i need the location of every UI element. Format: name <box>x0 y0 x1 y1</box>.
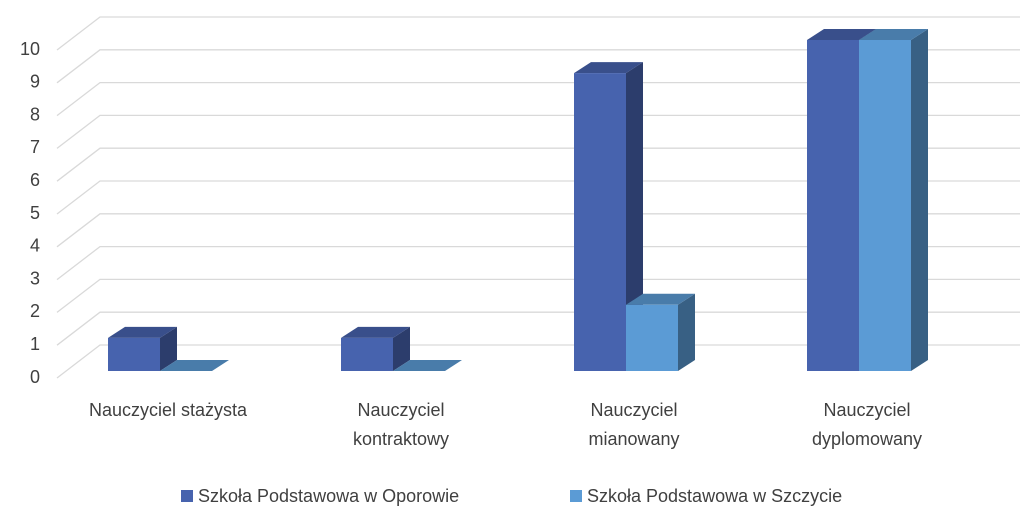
legend-swatch <box>570 490 582 502</box>
grid-line <box>56 344 1020 379</box>
bar-top <box>859 29 928 40</box>
x-tick-label: Nauczyciel kontraktowy <box>352 400 450 449</box>
bar-top <box>574 62 643 74</box>
bar-top <box>160 360 229 371</box>
bar-top <box>807 29 876 40</box>
grid-line <box>56 213 1020 248</box>
bar-side <box>393 326 410 371</box>
bar <box>859 40 911 371</box>
y-tick-label: 0 <box>30 367 40 387</box>
bar-top <box>626 293 695 305</box>
y-tick-label: 5 <box>30 203 40 223</box>
y-tick-label: 9 <box>30 72 40 92</box>
y-tick-label: 6 <box>30 170 40 190</box>
bar-top <box>393 360 462 371</box>
x-tick-label: Nauczyciel dyplomowany <box>811 400 923 449</box>
grid-line <box>56 114 1020 149</box>
bar <box>574 73 626 371</box>
grid-line <box>56 180 1020 215</box>
bar-side <box>911 29 928 371</box>
bar-side <box>678 293 695 371</box>
bar-top <box>108 326 177 338</box>
y-tick-label: 3 <box>30 268 40 288</box>
grid-line <box>56 16 1020 51</box>
grid-line <box>56 81 1020 117</box>
x-tick-label: Nauczyciel mianowany <box>588 400 680 449</box>
bar <box>108 337 160 371</box>
y-tick-label: 7 <box>30 137 40 157</box>
x-tick-label: Nauczyciel stażysta <box>88 400 248 420</box>
bar <box>341 337 393 371</box>
bar-top <box>341 326 410 338</box>
bar <box>807 40 859 371</box>
y-tick-label: 8 <box>30 104 40 124</box>
grid-line <box>56 49 1020 84</box>
y-tick-label: 1 <box>30 334 40 354</box>
legend-label: Szkoła Podstawowa w Oporowie <box>198 486 459 506</box>
grid-line <box>56 245 1020 281</box>
bar-side <box>160 326 177 371</box>
y-tick-label: 2 <box>30 301 40 321</box>
y-tick-label: 4 <box>30 236 40 256</box>
bar-side <box>626 62 643 371</box>
grid-line <box>56 311 1020 346</box>
legend-label: Szkoła Podstawowa w Szczycie <box>587 486 842 506</box>
y-tick-label: 10 <box>20 39 40 59</box>
grid-line <box>56 278 1020 313</box>
legend-swatch <box>181 490 193 502</box>
bar <box>626 304 678 371</box>
grid-line <box>56 147 1020 182</box>
